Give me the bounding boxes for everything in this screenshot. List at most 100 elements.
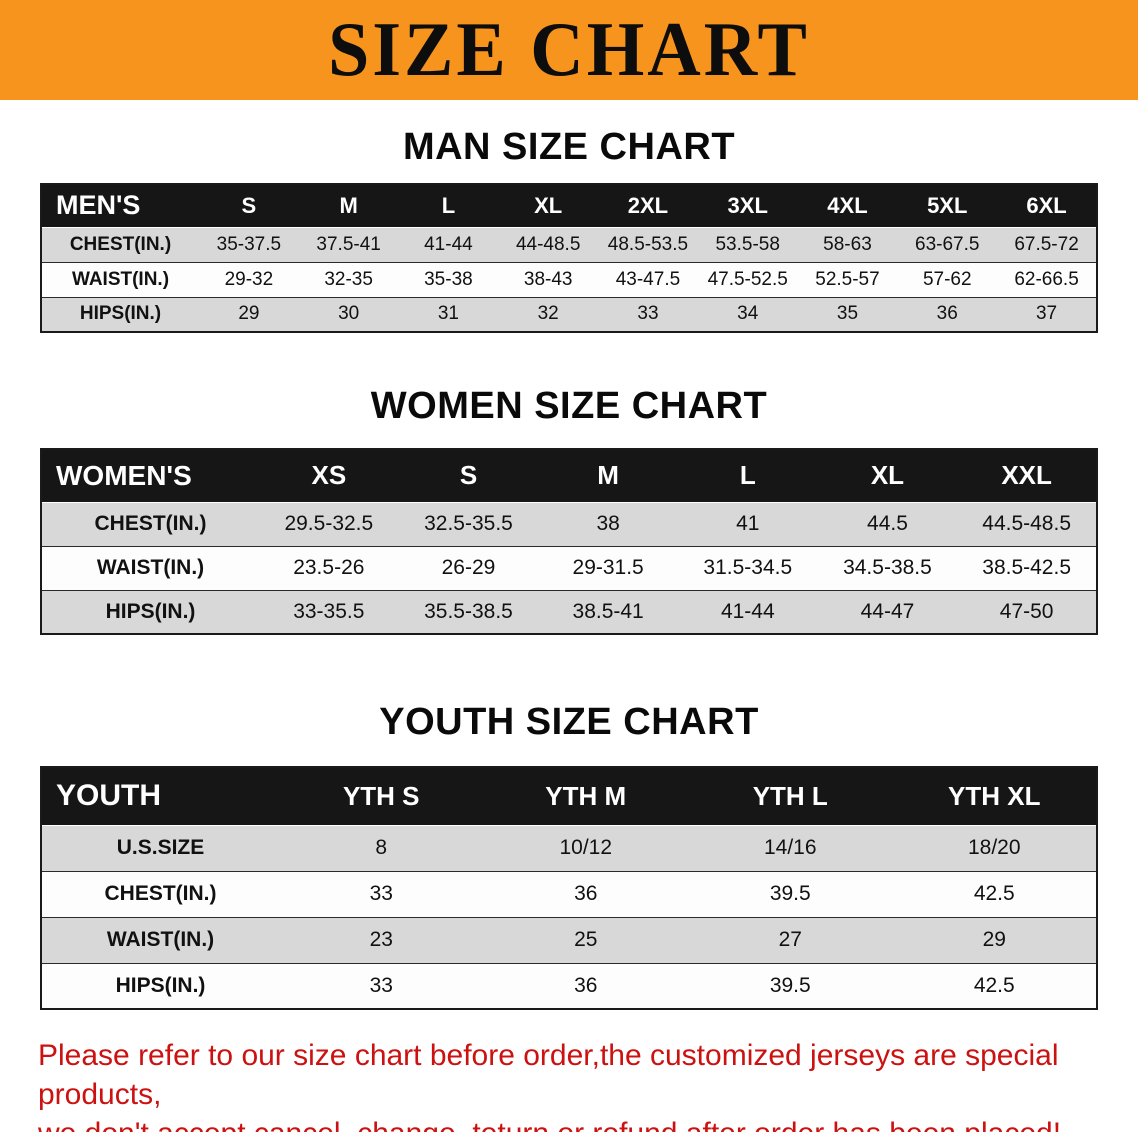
table-row: WAIST(IN.) 29-32 32-35 35-38 38-43 43-47.5 47.… (41, 262, 1097, 297)
size-value-cell: 26-29 (441, 556, 496, 579)
size-value-cell: 10/12 (559, 836, 613, 859)
size-column-header: L (677, 449, 818, 503)
table-header-row: YOUTH YTH S YTH M YTH L YTH XL (41, 767, 1097, 826)
size-value-cell: 35 (836, 303, 859, 325)
size-value-cell: 32-35 (324, 268, 373, 290)
row-label: HIPS(IN.) (79, 303, 162, 325)
size-value-cell: 38.5-41 (572, 599, 644, 623)
size-value-cell: 29-31.5 (572, 556, 644, 579)
size-column-header: M (538, 449, 678, 503)
size-value-cell: 37 (1035, 303, 1058, 325)
size-value-cell: 14/16 (763, 836, 817, 859)
size-value-cell: 36 (574, 973, 598, 997)
size-value-cell: 34 (737, 303, 759, 325)
men-size-table: MEN'S S M L XL 2XL 3XL 4XL 5XL 6XL CHEST(IN.) 35-37… (40, 183, 1098, 333)
row-label: WAIST(IN.) (106, 928, 215, 951)
table-row: CHEST(IN.) 33 36 39.5 42.5 (41, 871, 1097, 917)
table-header-row: MEN'S S M L XL 2XL 3XL 4XL 5XL 6XL (41, 184, 1097, 228)
table-row: HIPS(IN.) 33-35.5 35.5-38.5 38.5-41 41-44 44-… (41, 590, 1097, 634)
size-value-cell: 35-37.5 (216, 233, 282, 255)
row-label: CHEST(IN.) (94, 512, 207, 535)
size-value-cell: 23 (369, 928, 393, 951)
table-row: HIPS(IN.) 29 30 31 32 33 34 35 36 37 (41, 297, 1097, 332)
size-value-cell: 33 (369, 882, 393, 905)
section-women-size-chart: WOMEN SIZE CHART WOMEN'S XS S M L XL XXL CHEST(… (0, 385, 1138, 635)
size-column-header: YTH L (688, 767, 893, 826)
size-value-cell: 38-43 (523, 268, 573, 290)
youth-size-table: YOUTH YTH S YTH M YTH L YTH XL U.S.SIZE 8 10/12… (40, 766, 1098, 1010)
size-column-header: M (298, 184, 399, 228)
footer-line: Please refer to our size chart before or… (38, 1039, 1059, 1111)
size-column-header: XL (817, 449, 958, 503)
size-value-cell: 48.5-53.5 (607, 233, 689, 255)
size-column-header: XXL (957, 449, 1097, 503)
table-row: U.S.SIZE 8 10/12 14/16 18/20 (41, 825, 1097, 871)
footer-note: Please refer to our size chart before or… (38, 1036, 1100, 1132)
row-label: WAIST(IN.) (71, 268, 170, 290)
size-value-cell: 33-35.5 (293, 599, 365, 623)
size-value-cell: 47.5-52.5 (707, 268, 788, 290)
banner: SIZE CHART (0, 0, 1138, 100)
row-label: HIPS(IN.) (105, 599, 196, 623)
size-value-cell: 32.5-35.5 (424, 512, 513, 535)
footer-line: we don't accept cancel, change, teturn o… (38, 1114, 1100, 1132)
size-value-cell: 29 (982, 928, 1006, 951)
size-column-header: 2XL (598, 184, 698, 228)
row-label: CHEST(IN.) (104, 882, 217, 905)
size-value-cell: 44-48.5 (515, 233, 581, 255)
size-value-cell: 35.5-38.5 (424, 599, 513, 623)
size-column-header: 4XL (797, 184, 898, 228)
size-value-cell: 29-32 (224, 268, 274, 290)
youth-chart-heading: YOUTH SIZE CHART (379, 701, 759, 743)
size-column-header: XS (259, 449, 399, 503)
size-column-header: S (199, 184, 299, 228)
size-value-cell: 35-38 (424, 268, 473, 290)
size-column-header: YTH S (279, 767, 484, 826)
size-value-cell: 41-44 (424, 233, 473, 255)
size-value-cell: 31.5-34.5 (703, 556, 793, 579)
size-column-header: S (398, 449, 539, 503)
size-value-cell: 25 (574, 928, 598, 951)
size-value-cell: 39.5 (769, 882, 811, 905)
size-value-cell: 44-47 (860, 599, 915, 623)
size-value-cell: 32 (537, 303, 559, 325)
men-chart-heading: MAN SIZE CHART (402, 126, 736, 168)
section-youth-size-chart: YOUTH SIZE CHART YOUTH YTH S YTH M YTH L YTH… (0, 701, 1138, 1010)
size-value-cell: 29.5-32.5 (284, 512, 374, 535)
size-value-cell: 38 (596, 512, 620, 535)
table-row: CHEST(IN.) 35-37.5 37.5-41 41-44 44-48.5 48.5… (41, 227, 1097, 262)
size-value-cell: 62-66.5 (1014, 268, 1079, 290)
row-label: U.S.SIZE (116, 836, 205, 859)
size-column-header: 6XL (997, 184, 1097, 228)
size-value-cell: 33 (369, 973, 393, 997)
size-value-cell: 42.5 (973, 882, 1015, 905)
table-row: HIPS(IN.) 33 36 39.5 42.5 (41, 963, 1097, 1009)
table-corner-header: MEN'S (41, 184, 199, 228)
size-column-header: 5XL (897, 184, 998, 228)
size-value-cell: 36 (936, 303, 958, 325)
size-value-cell: 39.5 (769, 973, 811, 997)
row-label: CHEST(IN.) (69, 233, 172, 255)
size-value-cell: 53.5-58 (715, 233, 780, 255)
page-title: SIZE CHART (328, 7, 810, 93)
size-column-header: 3XL (697, 184, 798, 228)
size-value-cell: 43-47.5 (615, 268, 681, 290)
table-corner-header: YOUTH (41, 767, 279, 826)
size-value-cell: 37.5-41 (316, 233, 381, 255)
women-chart-heading: WOMEN SIZE CHART (370, 385, 768, 427)
size-value-cell: 8 (375, 836, 388, 859)
size-column-header: L (398, 184, 499, 228)
size-value-cell: 29 (238, 303, 260, 325)
row-label: HIPS(IN.) (115, 973, 206, 997)
size-column-header: XL (498, 184, 599, 228)
table-row: CHEST(IN.) 29.5-32.5 32.5-35.5 38 41 44.5 44.5… (41, 502, 1097, 546)
size-value-cell: 38.5-42.5 (982, 556, 1072, 579)
size-value-cell: 58-63 (823, 233, 872, 255)
women-size-table: WOMEN'S XS S M L XL XXL CHEST(IN.) 29.5-32.5 32.5… (40, 448, 1098, 635)
table-row: WAIST(IN.) 23.5-26 26-29 29-31.5 31.5-34.5 34… (41, 546, 1097, 590)
table-header-row: WOMEN'S XS S M L XL XXL (41, 449, 1097, 503)
size-column-header: YTH M (483, 767, 688, 826)
section-men-size-chart: MAN SIZE CHART MEN'S S M L XL 2XL 3XL 4XL 5XL 6XL… (0, 126, 1138, 333)
size-value-cell: 34.5-38.5 (843, 556, 932, 579)
